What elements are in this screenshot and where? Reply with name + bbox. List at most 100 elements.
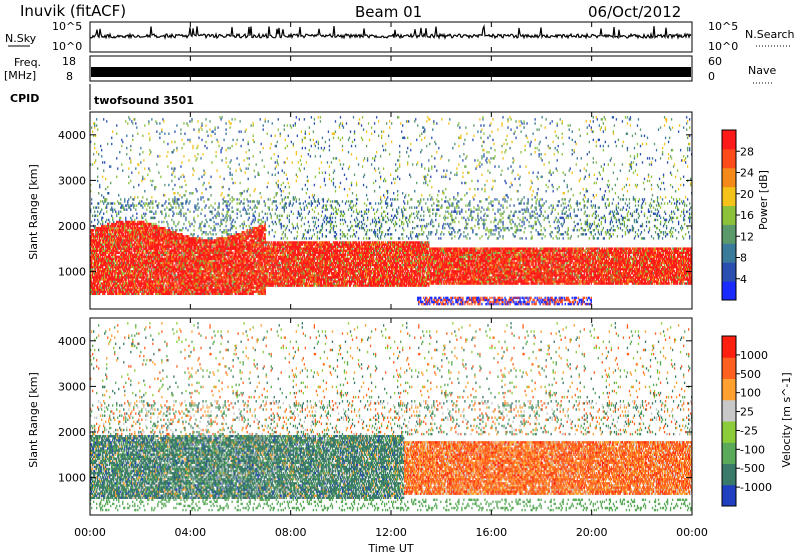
heatmap-cell: [101, 259, 103, 263]
heatmap-cell: [166, 155, 168, 158]
heatmap-cell: [130, 161, 132, 164]
heatmap-cell: [97, 282, 99, 285]
heatmap-cell: [139, 253, 141, 257]
heatmap-cell: [185, 216, 187, 220]
heatmap-cell: [210, 204, 212, 207]
heatmap-cell: [118, 231, 120, 234]
heatmap-cell: [121, 263, 123, 267]
heatmap-cell: [139, 233, 141, 236]
heatmap-cell: [115, 263, 117, 267]
heatmap-cell: [113, 226, 115, 230]
heatmap-cell: [96, 255, 98, 259]
heatmap-cell: [204, 214, 206, 218]
heatmap-cell: [139, 290, 141, 293]
heatmap-cell: [124, 274, 126, 277]
heatmap-cell: [151, 288, 153, 291]
heatmap-cell: [174, 130, 176, 133]
heatmap-cell: [118, 235, 120, 238]
heatmap-cell: [158, 235, 160, 238]
heatmap-cell: [97, 292, 99, 296]
heatmap-cell: [115, 228, 117, 232]
heatmap-cell: [124, 247, 126, 250]
heatmap-cell: [127, 263, 129, 267]
heatmap-cell: [152, 286, 154, 289]
heatmap-cell: [92, 241, 94, 244]
heatmap-cell: [136, 288, 138, 291]
heatmap-cell: [103, 278, 105, 281]
heatmap-cell: [126, 235, 128, 238]
heatmap-cell: [110, 247, 112, 250]
heatmap-cell: [112, 259, 114, 263]
heatmap-cell: [156, 257, 158, 261]
heatmap-cell: [162, 243, 164, 246]
heatmap-cell: [138, 202, 140, 205]
heatmap-cell: [161, 220, 163, 224]
heatmap-cell: [119, 282, 121, 285]
heatmap-cell: [129, 263, 131, 267]
heatmap-cell: [141, 282, 143, 285]
heatmap-cell: [144, 261, 146, 265]
heatmap-cell: [137, 226, 139, 230]
heatmap-cell: [117, 247, 119, 250]
heatmap-cell: [101, 276, 103, 279]
heatmap-cell: [109, 226, 111, 230]
heatmap-cell: [110, 263, 112, 267]
heatmap-cell: [139, 243, 141, 246]
nsky-top-tick: 10^5: [52, 20, 82, 33]
heatmap-cell: [145, 251, 147, 254]
heatmap-cell: [121, 278, 123, 281]
heatmap-cell: [117, 167, 119, 170]
heatmap-cell: [105, 263, 107, 267]
heatmap-cell: [97, 214, 99, 218]
heatmap-cell: [132, 245, 134, 248]
heatmap-cell: [167, 263, 169, 267]
heatmap-cell: [142, 255, 144, 259]
heatmap-cell: [132, 220, 134, 224]
heatmap-cell: [103, 226, 105, 230]
heatmap-cell: [156, 122, 158, 125]
heatmap-cell: [152, 231, 154, 234]
heatmap-cell: [153, 278, 155, 281]
heatmap-cell: [135, 274, 137, 277]
heatmap-cell: [146, 202, 148, 205]
heatmap-cell: [124, 200, 126, 203]
heatmap-cell: [128, 167, 130, 170]
heatmap-cell: [151, 233, 153, 236]
heatmap-cell: [164, 216, 166, 220]
heatmap-cell: [143, 292, 145, 296]
heatmap-cell: [122, 235, 124, 238]
heatmap-cell: [112, 216, 114, 220]
heatmap-cell: [112, 261, 114, 265]
heatmap-cell: [91, 286, 93, 289]
heatmap-cell: [143, 247, 145, 250]
heatmap-cell: [108, 237, 110, 240]
heatmap-cell: [95, 290, 97, 293]
heatmap-cell: [103, 272, 105, 275]
heatmap-cell: [193, 128, 195, 131]
heatmap-cell: [103, 257, 105, 261]
heatmap-cell: [153, 255, 155, 259]
heatmap-cell: [145, 239, 147, 242]
heatmap-cell: [100, 253, 102, 257]
heatmap-cell: [109, 239, 111, 242]
heatmap-cell: [171, 167, 173, 170]
heatmap-cell: [126, 284, 128, 287]
heatmap-cell: [157, 237, 159, 240]
heatmap-cell: [168, 276, 170, 279]
heatmap-cell: [122, 224, 124, 228]
heatmap-cell: [180, 175, 182, 179]
heatmap-cell: [108, 290, 110, 293]
heatmap-cell: [157, 228, 159, 232]
heatmap-cell: [107, 239, 109, 242]
heatmap-cell: [158, 233, 160, 236]
heatmap-cell: [124, 208, 126, 211]
heatmap-cell: [169, 253, 171, 257]
heatmap-cell: [165, 257, 167, 261]
heatmap-cell: [134, 290, 136, 293]
heatmap-cell: [140, 226, 142, 230]
heatmap-cell: [106, 259, 108, 263]
heatmap-cell: [118, 210, 120, 213]
heatmap-cell: [113, 228, 115, 232]
heatmap-cell: [149, 272, 151, 275]
